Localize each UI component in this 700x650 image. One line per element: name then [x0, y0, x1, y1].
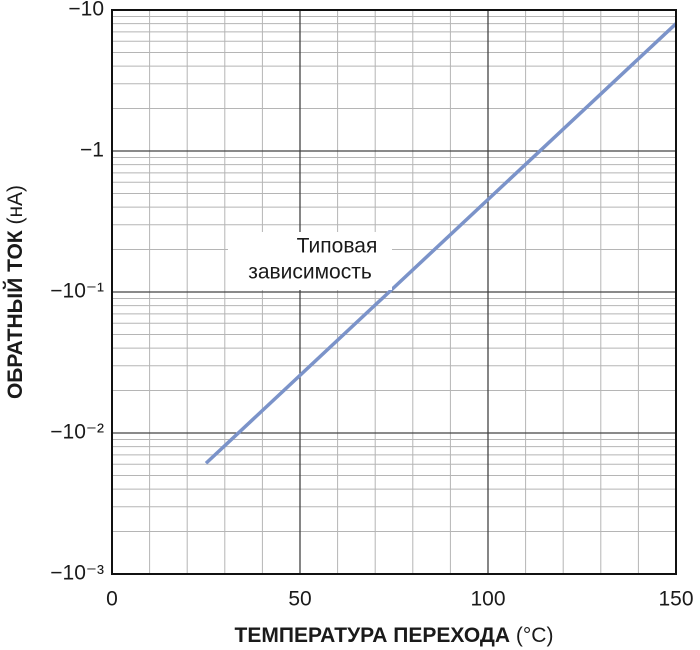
annotation-bg — [228, 232, 392, 290]
x-axis-unit: (°C) — [516, 624, 554, 647]
y-tick-label: −10⁻² — [50, 421, 104, 444]
y-axis-title: ОБРАТНЫЙ ТОК — [3, 230, 27, 399]
x-tick-label: 150 — [658, 588, 693, 611]
y-tick-label: −10 — [68, 0, 104, 21]
x-axis-label: ТЕМПЕРАТУРА ПЕРЕХОДА (°C) — [235, 624, 554, 647]
data-line — [204, 22, 678, 465]
annotation: Типовая — [297, 235, 378, 258]
x-axis-title: ТЕМПЕРАТУРА ПЕРЕХОДА — [235, 624, 511, 647]
y-tick-label: −1 — [80, 139, 104, 162]
y-tick-label: −10⁻¹ — [50, 280, 104, 303]
x-tick-label: 50 — [288, 588, 311, 611]
y-axis-unit: (нА) — [4, 185, 27, 225]
y-axis-label: ОБРАТНЫЙ ТОК (нА) — [3, 185, 27, 399]
annotation: зависимость — [248, 261, 372, 284]
plot-frame — [111, 9, 677, 575]
grid — [111, 9, 677, 575]
x-tick-label: 100 — [470, 588, 505, 611]
y-tick-label: −10⁻³ — [50, 562, 104, 585]
x-tick-label: 0 — [106, 588, 118, 611]
plot — [204, 22, 678, 465]
